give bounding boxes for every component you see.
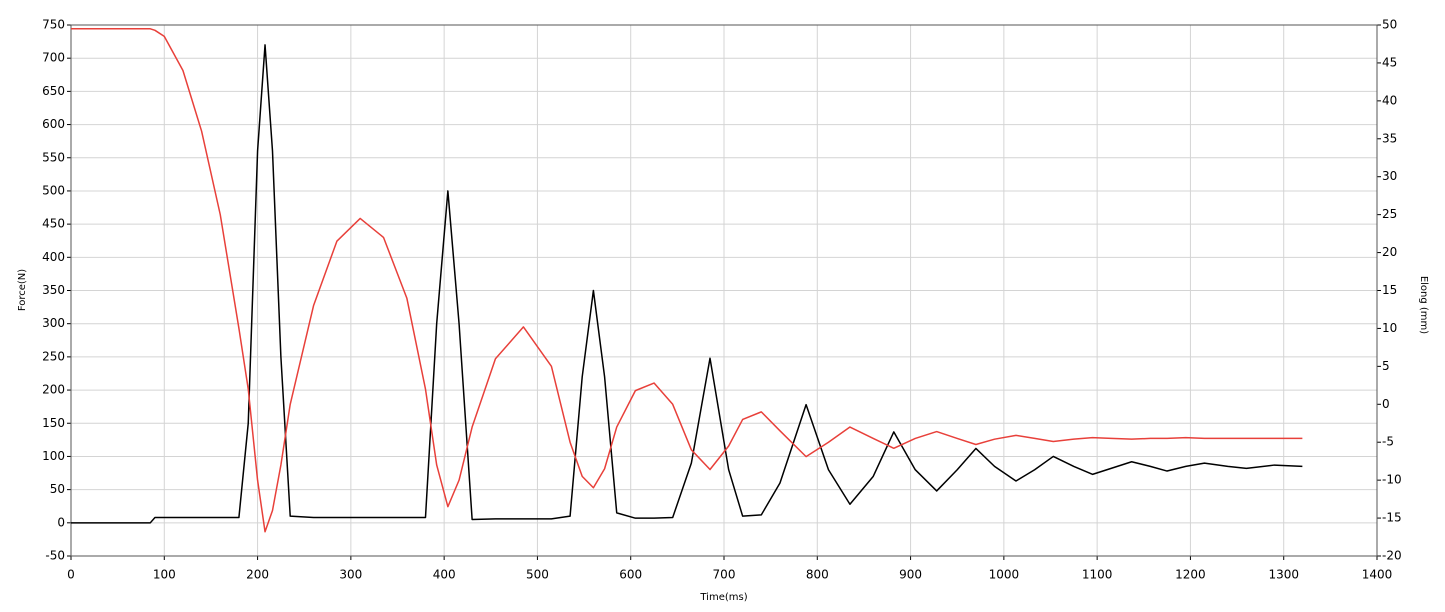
y-tick-label: 250: [42, 349, 65, 363]
y-axis-label: Force(N): [17, 269, 28, 311]
y2-tick-label: 45: [1382, 55, 1397, 69]
x-tick-label: 0: [67, 568, 75, 582]
x-tick-label: 300: [339, 568, 362, 582]
y2-tick-label: -10: [1382, 473, 1402, 487]
y2-tick-label: 35: [1382, 131, 1397, 145]
y-tick-label: 600: [42, 117, 65, 131]
x-tick-label: 700: [713, 568, 736, 582]
y-tick-label: 650: [42, 84, 65, 98]
x-tick-label: 200: [246, 568, 269, 582]
y2-tick-label: 5: [1382, 359, 1390, 373]
plot-frame: [70, 24, 1378, 557]
x-tick-label: 1300: [1268, 568, 1299, 582]
x-tick-label: 1000: [989, 568, 1020, 582]
y-tick-label: 550: [42, 150, 65, 164]
y-tick-label: 700: [42, 51, 65, 65]
y-tick-label: 500: [42, 183, 65, 197]
y-tick-label: 50: [50, 482, 65, 496]
y-tick-label: 0: [57, 515, 65, 529]
y2-tick-label: 20: [1382, 245, 1397, 259]
y-tick-label: 450: [42, 217, 65, 231]
x-tick-label: 600: [619, 568, 642, 582]
x-tick-label: 1100: [1082, 568, 1113, 582]
y2-tick-label: 0: [1382, 397, 1390, 411]
x-tick-label: 1200: [1175, 568, 1206, 582]
y2-tick-label: -20: [1382, 549, 1402, 563]
y2-tick-label: 15: [1382, 283, 1397, 297]
data-line: [71, 28, 1303, 533]
y2-tick-label: 40: [1382, 93, 1397, 107]
y-tick-label: 350: [42, 283, 65, 297]
y2-axis-label: Elong (mm): [1418, 276, 1429, 334]
y-tick-label: -50: [45, 549, 65, 563]
x-tick-label: 900: [899, 568, 922, 582]
y2-tick-label: 50: [1382, 18, 1397, 32]
y2-tick-label: -5: [1382, 435, 1394, 449]
y2-tick-label: 10: [1382, 321, 1397, 335]
x-tick-label: 400: [433, 568, 456, 582]
x-tick-label: 500: [526, 568, 549, 582]
y-tick-label: 100: [42, 449, 65, 463]
y2-tick-label: 25: [1382, 207, 1397, 221]
y2-tick-label: -15: [1382, 511, 1402, 525]
x-tick-label: 100: [153, 568, 176, 582]
x-axis-label: Time(ms): [699, 592, 747, 603]
y-tick-label: 400: [42, 250, 65, 264]
data-line: [71, 44, 1303, 524]
y-tick-label: 300: [42, 316, 65, 330]
y-tick-label: 200: [42, 383, 65, 397]
y-tick-label: 750: [42, 18, 65, 32]
x-tick-label: 1400: [1362, 568, 1393, 582]
x-tick-label: 800: [806, 568, 829, 582]
y-tick-label: 150: [42, 416, 65, 430]
y2-tick-label: 30: [1382, 169, 1397, 183]
